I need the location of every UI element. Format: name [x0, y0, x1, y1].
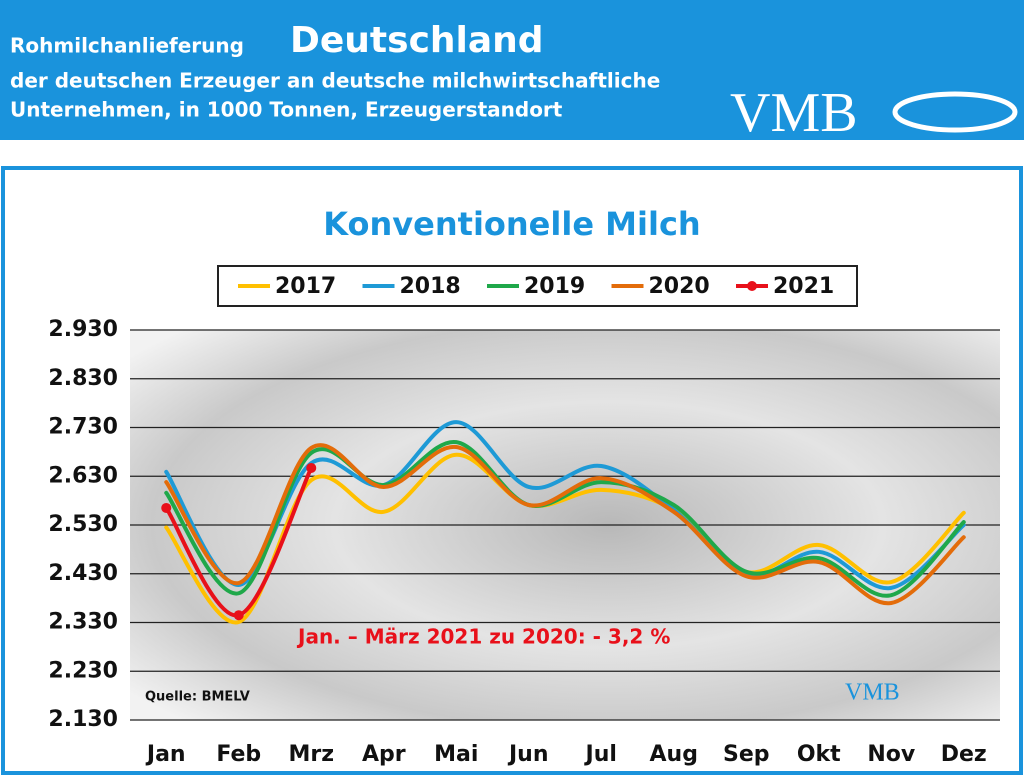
- x-tick-label: Jan: [145, 742, 186, 767]
- y-tick-label: 2.530: [48, 512, 118, 537]
- x-tick-label: Sep: [723, 742, 770, 767]
- logo-swirl: [892, 91, 1018, 133]
- legend-label: 2019: [524, 274, 585, 299]
- legend-label: 2021: [773, 274, 834, 299]
- x-tick-label: Nov: [867, 742, 916, 767]
- source-note: Quelle: BMELV: [145, 690, 250, 705]
- header-title-main: Deutschland: [290, 20, 544, 61]
- x-tick-label: Feb: [216, 742, 261, 767]
- annotation: Jan. – März 2021 zu 2020: - 3,2 %: [296, 625, 670, 649]
- x-tick-label: Jul: [584, 742, 617, 767]
- y-tick-label: 2.130: [48, 707, 118, 732]
- logo: VMB: [730, 82, 858, 144]
- header-subtitle: der deutschen Erzeuger an deutsche milch…: [10, 69, 660, 93]
- x-tick-label: Mrz: [288, 742, 334, 767]
- y-tick-label: 2.730: [48, 415, 118, 440]
- y-tick-label: 2.230: [48, 658, 118, 683]
- y-tick-label: 2.830: [48, 366, 118, 391]
- chart-title: Konventionelle Milch: [323, 205, 700, 243]
- header-banner: [0, 0, 1024, 140]
- x-tick-label: Mai: [434, 742, 478, 767]
- legend-label: 2018: [400, 274, 461, 299]
- x-tick-label: Aug: [650, 742, 698, 767]
- x-tick-label: Dez: [941, 742, 987, 767]
- legend-swatch-marker: [747, 281, 757, 291]
- x-tick-label: Jun: [507, 742, 549, 767]
- legend-label: 2017: [275, 274, 336, 299]
- y-tick-label: 2.330: [48, 610, 118, 635]
- marker: [306, 462, 317, 473]
- y-tick-label: 2.630: [48, 463, 118, 488]
- header-subtitle: Unternehmen, in 1000 Tonnen, Erzeugersta…: [10, 98, 563, 122]
- y-tick-label: 2.930: [48, 317, 118, 342]
- y-tick-label: 2.430: [48, 561, 118, 586]
- header-title-prefix: Rohmilchanlieferung: [10, 34, 244, 58]
- x-tick-label: Okt: [797, 742, 841, 767]
- watermark: VMB: [845, 680, 900, 706]
- legend-label: 2020: [649, 274, 710, 299]
- marker: [161, 502, 172, 513]
- x-tick-label: Apr: [362, 742, 406, 767]
- marker: [233, 610, 244, 621]
- series-line: [164, 443, 966, 606]
